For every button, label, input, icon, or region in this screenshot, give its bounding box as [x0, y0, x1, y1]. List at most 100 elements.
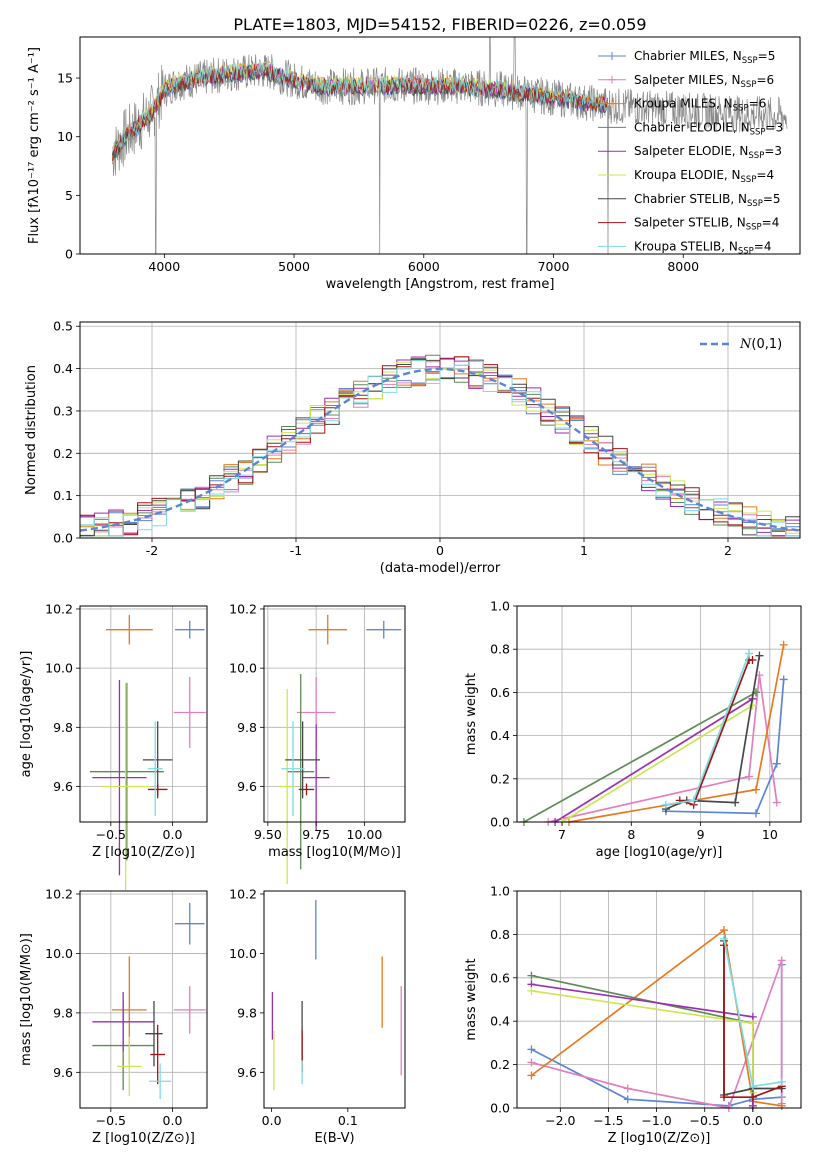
y-tick-label: 10.2 [229, 886, 257, 901]
x-tick-label: −0.5 [690, 1113, 720, 1128]
x-tick-label: -2 [146, 543, 158, 558]
y-tick-label: 0.1 [53, 488, 73, 503]
x-tick-label: −1.0 [641, 1113, 671, 1128]
y-tick-label: 0.0 [490, 815, 510, 830]
x-tick-label: 7 [558, 827, 566, 842]
weight-point-marker [745, 649, 754, 658]
plot-area-age-vs-mass [279, 614, 402, 885]
legend-value: =3 [764, 144, 782, 158]
y-tick-label: 0.2 [53, 446, 73, 461]
y-tick-label: 0.5 [53, 319, 73, 334]
weight-series-line [554, 698, 753, 823]
frame-mass-vs-Z: −0.5 0.0 9.6 9.8 10.0 10.2 Z [log10(Z/Z⊙)] mass… [19, 886, 208, 1146]
x-axis-label: (data-model)/error [380, 561, 501, 576]
x-tick-label: 7000 [538, 259, 570, 274]
x-tick-label: -1 [290, 543, 302, 558]
x-axis-label: Z [log10(Z/Z⊙)] [608, 1131, 711, 1146]
x-tick-label: 9.50 [254, 827, 282, 842]
y-tick-label: 0.8 [490, 642, 510, 657]
frame-age-vs-mass: 9.50 9.75 10.00 9.6 9.8 10.0 10.2 mass [log10(M… [229, 601, 406, 860]
y-tick-label: 10.2 [45, 601, 73, 616]
y-tick-label: 10 [57, 129, 73, 144]
y-axis-label: mass weight [464, 958, 479, 1040]
weight-point-marker [779, 640, 788, 649]
plot-area-mass-vs-EBV [271, 899, 402, 1091]
x-tick-label: 2 [724, 543, 732, 558]
legend-marker [608, 99, 616, 108]
weight-point-marker [731, 798, 740, 807]
x-tick-label: −0.5 [96, 827, 126, 842]
weight-series-line [548, 674, 778, 823]
legend-entry: Salpeter MILES, NSSP=6 [634, 73, 774, 90]
x-tick-label: 9 [697, 827, 705, 842]
y-tick-label: 0.4 [53, 361, 73, 376]
y-tick-label: 1.0 [490, 884, 510, 899]
y-tick-label: 9.8 [237, 720, 257, 735]
y-tick-label: 15 [57, 71, 73, 86]
legend-entry: Salpeter STELIB, NSSP=4 [634, 216, 779, 233]
legend-value: =3 [766, 120, 784, 134]
legend-entry: N(0,1) [739, 337, 782, 352]
axes-frame [516, 605, 802, 823]
plot-area-weight-vs-age [519, 640, 788, 826]
y-tick-label: 0.6 [490, 970, 510, 985]
y-tick-label: 9.6 [237, 1065, 257, 1080]
frame-age-vs-Z: −0.5 0.0 9.6 9.8 10.0 10.2 Z [log10(Z/Z⊙)] age … [19, 601, 208, 860]
histogram-step [79, 356, 801, 538]
weight-point-marker [779, 675, 788, 684]
axes-residuals [80, 322, 800, 539]
model-spectrum-line [112, 61, 608, 152]
y-axis-label: mass weight [464, 673, 479, 755]
weight-point-marker [751, 809, 760, 818]
axes-frame [79, 605, 208, 823]
legend-entry: Chabrier STELIB, NSSP=5 [634, 192, 781, 209]
legend-subscript: SSP [738, 246, 754, 256]
x-tick-label: 0 [436, 543, 444, 558]
plot-area-age-vs-Z [89, 614, 206, 891]
y-tick-label: 0.4 [490, 728, 510, 743]
x-tick-label: −2.0 [545, 1113, 575, 1128]
legend-symbol: N [739, 337, 752, 352]
weight-series-line [665, 653, 750, 806]
legend-value: =5 [758, 49, 776, 63]
weight-point-marker [623, 1095, 632, 1104]
x-tick-label: −1.5 [593, 1113, 623, 1128]
weight-point-marker [772, 798, 781, 807]
plot-area-mass-vs-Z [92, 902, 206, 1100]
x-tick-label: 0.1 [338, 1113, 358, 1128]
legend-value: =6 [756, 73, 774, 87]
x-tick-label: 8 [627, 827, 635, 842]
legend-subscript: SSP [741, 80, 757, 90]
y-tick-label: 9.6 [53, 779, 73, 794]
weight-point-marker [748, 1019, 757, 1028]
weight-point-marker [689, 796, 698, 805]
y-tick-label: 0.2 [490, 1057, 510, 1072]
y-tick-label: 9.8 [53, 720, 73, 735]
x-axis-label: mass [log10(M/M⊙)] [268, 845, 401, 860]
weight-point-marker [777, 956, 786, 965]
y-tick-label: 10.0 [45, 661, 73, 676]
plot-area-residuals [79, 354, 801, 538]
weight-point-marker [719, 1093, 728, 1102]
spectrum-legend: Chabrier MILES, NSSP=5 Salpeter MILES, NS… [598, 49, 783, 256]
legend-subscript: SSP [748, 151, 764, 161]
legend-entry: Chabrier MILES, NSSP=5 [634, 49, 775, 66]
x-tick-label: 0.0 [163, 827, 183, 842]
normal-reference-curve [79, 367, 801, 532]
y-axis-label: mass [log10(M/M⊙)] [19, 933, 34, 1066]
y-tick-label: 9.8 [237, 1005, 257, 1020]
y-tick-label: 10.0 [229, 946, 257, 961]
weight-point-marker [527, 971, 536, 980]
axes-frame [516, 890, 802, 1109]
x-tick-label: −0.5 [96, 1113, 126, 1128]
weight-point-marker [751, 785, 760, 794]
x-tick-label: 6000 [408, 259, 440, 274]
plot-area-spectrum [112, 37, 788, 254]
frame-weight-vs-Z: −2.0 −1.5 −1.0 −0.5 0.0 0.0 0.2 0.4 0.6 0.8 1.0 Z [… [464, 884, 802, 1146]
legend-subscript: SSP [742, 56, 758, 66]
weight-series-line [561, 704, 753, 823]
model-spectrum-line [112, 63, 608, 162]
weight-series-line [523, 691, 757, 823]
weight-point-marker [748, 1082, 757, 1091]
